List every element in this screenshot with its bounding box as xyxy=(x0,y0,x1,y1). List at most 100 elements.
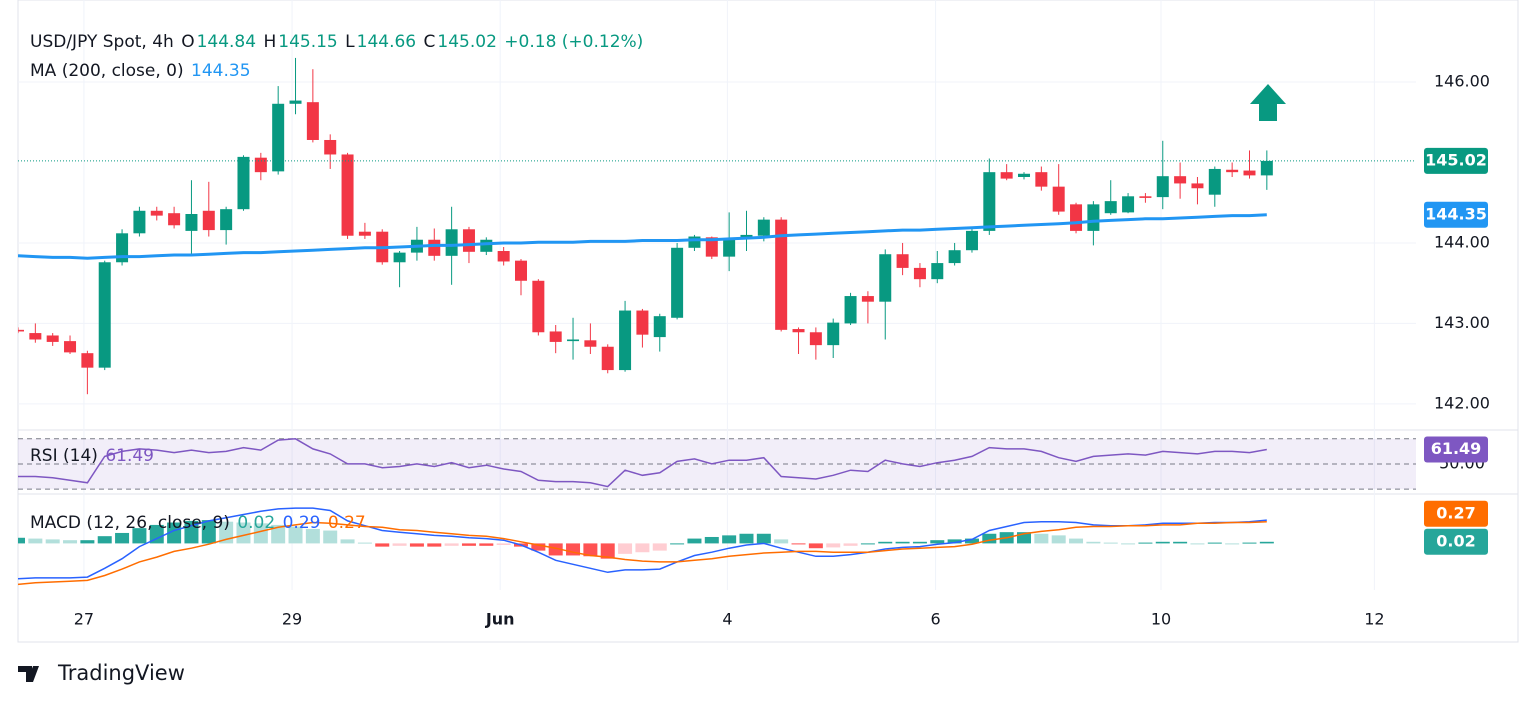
histogram-bar xyxy=(1242,542,1257,544)
candle-body xyxy=(81,353,94,368)
candle-body xyxy=(619,310,632,371)
histogram-bar xyxy=(409,543,424,547)
ma-value: 144.35 xyxy=(191,61,251,81)
candle-body xyxy=(671,247,684,318)
histogram-bar xyxy=(548,543,563,556)
histogram-bar xyxy=(340,539,355,544)
histogram-bar xyxy=(791,543,806,545)
header-legend: USD/JPY Spot, 4h O 144.84 H 145.15 L 144.66… xyxy=(30,32,645,52)
histogram-bar xyxy=(28,538,43,544)
candle-body xyxy=(601,346,614,371)
histogram-bar xyxy=(18,537,25,544)
candle-body xyxy=(1104,201,1117,214)
candle-body xyxy=(1191,183,1204,189)
histogram-bar xyxy=(722,535,737,544)
candle-body xyxy=(272,103,285,172)
histogram-bar xyxy=(912,541,927,544)
candle-body xyxy=(1122,196,1135,213)
candle-body xyxy=(393,252,406,263)
histogram-bar xyxy=(583,543,598,557)
histogram-bar xyxy=(375,543,390,547)
candle-body xyxy=(480,239,493,252)
candle-body xyxy=(653,316,666,338)
histogram-bar xyxy=(1259,541,1274,544)
histogram-bar xyxy=(964,538,979,544)
candle-body xyxy=(636,310,649,335)
histogram-bar xyxy=(253,523,268,544)
candle-body xyxy=(913,267,926,280)
candle-body xyxy=(1087,204,1100,231)
candle-body xyxy=(133,210,146,234)
candle-body xyxy=(324,139,337,155)
histogram-bar xyxy=(635,543,650,553)
histogram-label: 0.02 xyxy=(1436,531,1475,550)
candle-body xyxy=(98,262,111,368)
histogram-bar xyxy=(479,543,494,546)
last-price-label: 145.02 xyxy=(1425,150,1487,169)
histogram-bar xyxy=(1138,542,1153,544)
y-tick-label: 146.00 xyxy=(1434,72,1490,91)
histogram-bar xyxy=(1017,532,1032,544)
ma-legend: MA (200, close, 0) 144.35 xyxy=(30,61,253,81)
x-tick-label: 4 xyxy=(722,610,732,629)
ohlc-label: O xyxy=(181,32,195,52)
histogram-bar xyxy=(1121,543,1136,545)
histogram-bar xyxy=(357,542,372,544)
histogram-bar xyxy=(132,528,147,544)
histogram-bar xyxy=(1103,542,1118,544)
histogram-bar xyxy=(982,533,997,544)
candle-body xyxy=(896,254,909,268)
histogram-bar xyxy=(704,536,719,544)
signal-label: 0.27 xyxy=(1436,503,1475,522)
candle-body xyxy=(1000,172,1013,179)
frame xyxy=(17,0,1519,643)
candle-body xyxy=(220,209,233,231)
candle-body xyxy=(775,219,788,330)
histogram-bar xyxy=(531,543,546,551)
candle-body xyxy=(532,280,545,333)
ohlc-value: 144.84 xyxy=(196,32,257,52)
histogram-bar xyxy=(860,543,875,545)
histogram-bar xyxy=(45,539,60,544)
candle-body xyxy=(584,340,597,347)
ohlc-value: 145.02 xyxy=(437,32,497,52)
candle-body xyxy=(879,254,892,302)
histogram-bar xyxy=(167,522,182,544)
candle-body xyxy=(185,214,198,231)
candle-body xyxy=(64,341,77,353)
histogram-bar xyxy=(236,522,251,544)
candle-body xyxy=(18,329,24,332)
candle-body xyxy=(289,100,302,104)
candle-body xyxy=(1260,160,1273,176)
signal-value: 0.27 xyxy=(327,513,366,533)
histogram-bar xyxy=(843,543,858,546)
histogram-bar xyxy=(1207,542,1222,544)
histogram-bar xyxy=(1069,538,1084,544)
rsi-label: 61.49 xyxy=(1431,439,1482,458)
histogram-bar xyxy=(288,526,303,544)
symbol-title: USD/JPY Spot, 4h xyxy=(30,32,174,52)
histogram-bar xyxy=(878,541,893,544)
hist-value: 0.02 xyxy=(237,513,276,533)
y-tick-label: 142.00 xyxy=(1434,393,1490,412)
candle-body xyxy=(1035,172,1048,187)
histogram-bar xyxy=(271,524,286,544)
histogram-bar xyxy=(97,536,112,544)
histogram-bar xyxy=(1034,533,1049,544)
candle-body xyxy=(827,322,840,346)
candle-body xyxy=(116,233,129,263)
candle-body xyxy=(150,210,163,216)
signal-label-box xyxy=(1424,500,1488,527)
candle-body xyxy=(1243,170,1256,176)
macd-legend: MACD (12, 26, close, 9) 0.02 0.29 0.27 xyxy=(30,513,368,533)
histogram-bar xyxy=(774,539,789,544)
histogram-label-box xyxy=(1424,528,1488,555)
histogram-bar xyxy=(600,543,615,559)
ohlc-label: C xyxy=(423,32,436,52)
candle-body xyxy=(428,239,441,256)
candle-body xyxy=(29,333,42,340)
candle-body xyxy=(202,210,215,231)
candle-body xyxy=(809,332,822,346)
